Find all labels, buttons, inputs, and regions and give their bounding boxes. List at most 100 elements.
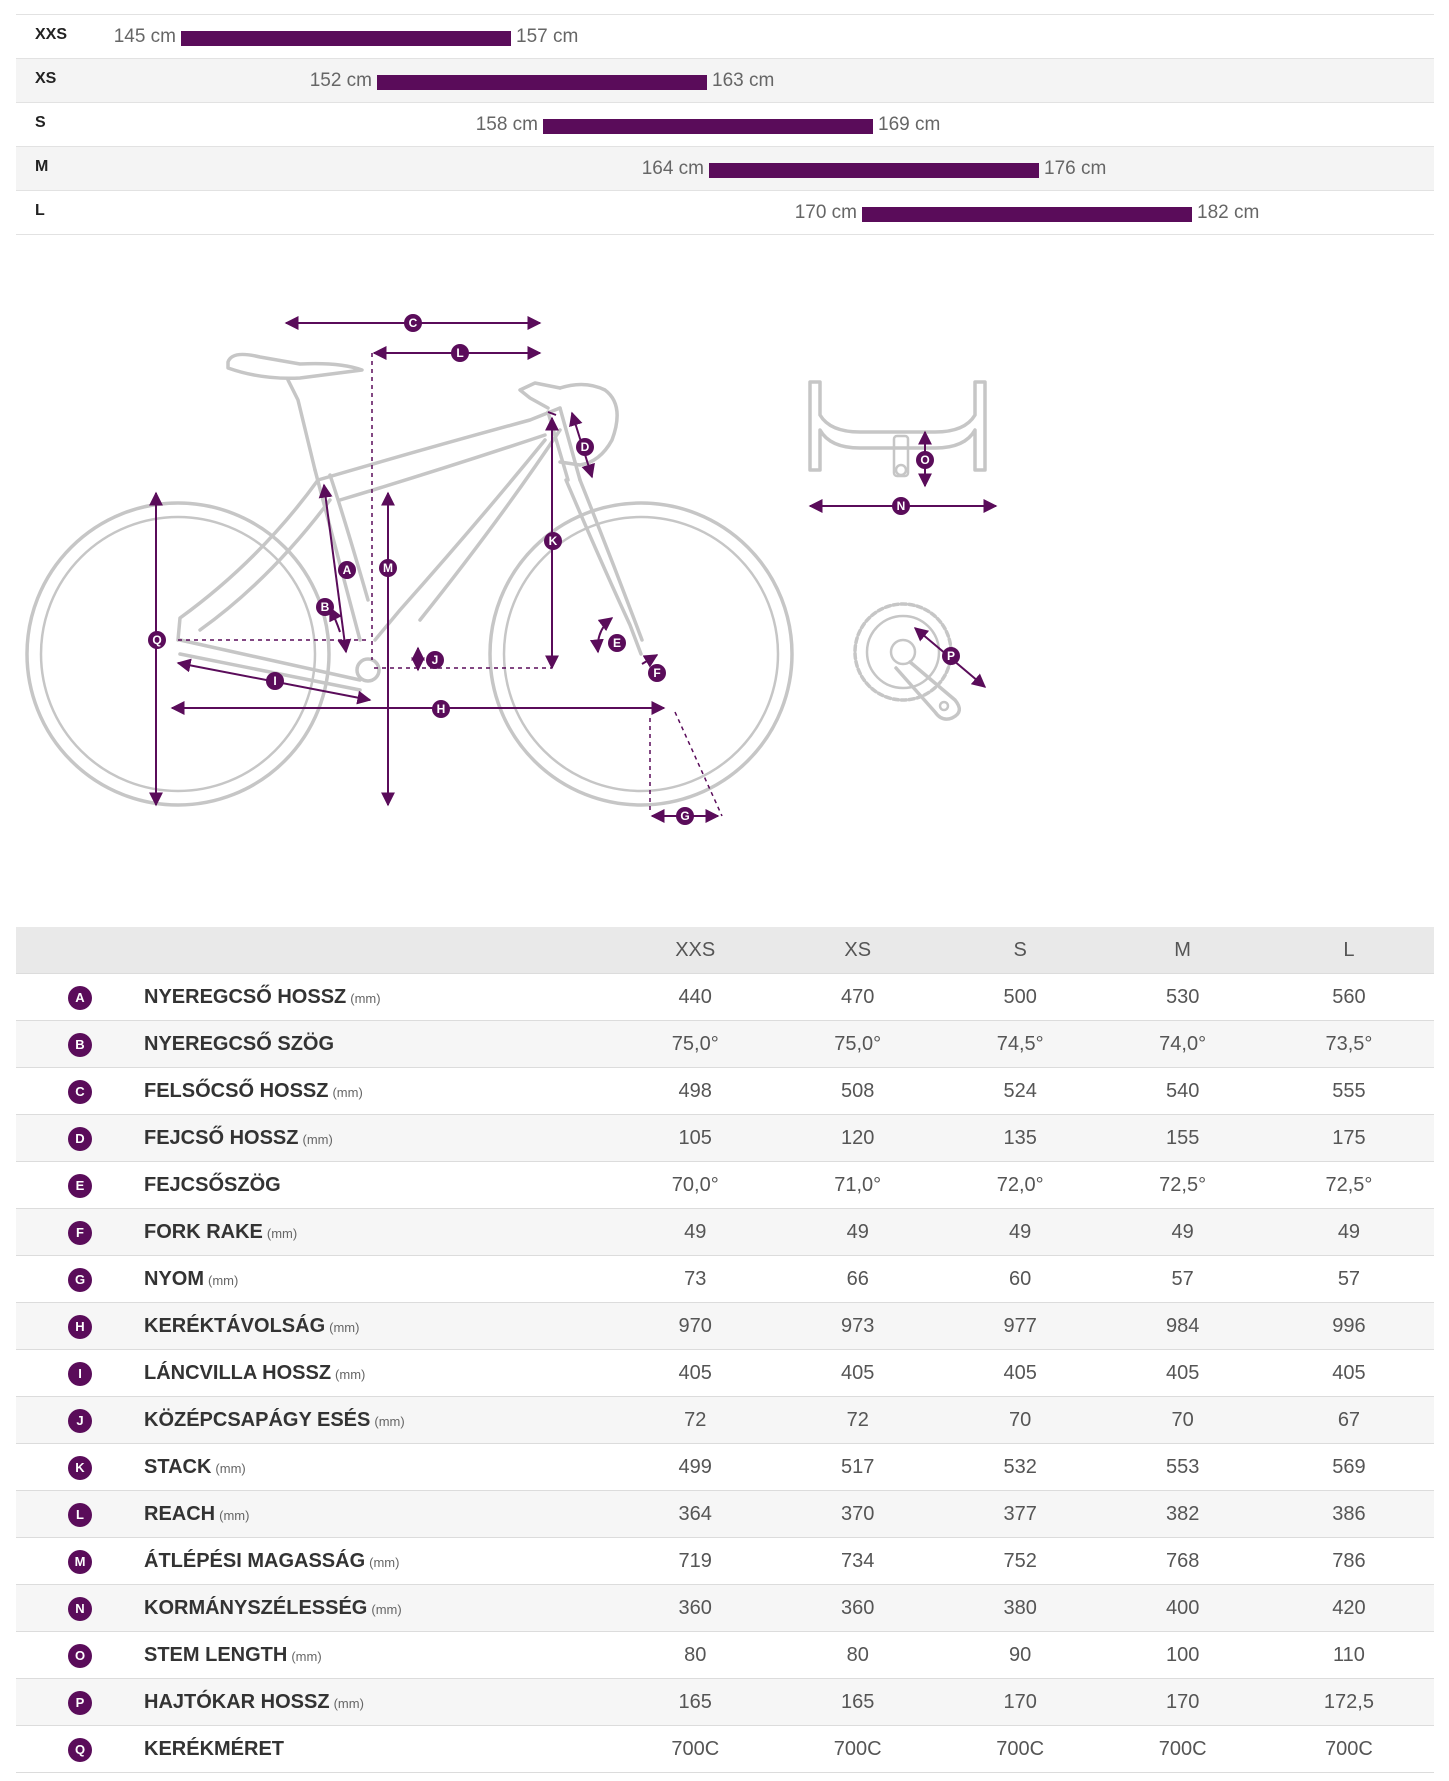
- label-l: L: [451, 344, 469, 362]
- measurement-name: ÁTLÉPÉSI MAGASSÁG: [144, 1549, 366, 1572]
- measurement-value: 786: [1263, 1537, 1434, 1585]
- measurement-name: STEM LENGTH: [144, 1643, 288, 1666]
- label-f: F: [648, 664, 666, 682]
- header-size: XS: [776, 927, 939, 974]
- table-row: N KORMÁNYSZÉLESSÉG (mm) 360 360 380 400 420: [16, 1584, 1434, 1632]
- measurement-value: 530: [1101, 973, 1264, 1021]
- measurement-value: 508: [776, 1067, 939, 1115]
- measurement-badge: A: [68, 985, 92, 1010]
- measurement-value: 405: [938, 1349, 1102, 1397]
- label-b: B: [316, 598, 334, 616]
- measurement-value: 555: [1263, 1067, 1434, 1115]
- measurement-value: 105: [614, 1114, 777, 1162]
- measurement-value: 560: [1263, 973, 1434, 1021]
- measurement-badge: D: [68, 1126, 92, 1151]
- table-row: P HAJTÓKAR HOSSZ (mm) 165 165 170 170 172,5: [16, 1678, 1434, 1726]
- size-label: XS: [35, 70, 57, 87]
- measurement-value: 364: [614, 1490, 777, 1538]
- measurement-value: 500: [938, 973, 1102, 1021]
- measurement-badge: J: [68, 1408, 92, 1433]
- header-size: S: [938, 927, 1102, 974]
- measurement-value: 532: [938, 1443, 1102, 1491]
- measurement-value: 60: [938, 1255, 1102, 1303]
- measurement-name: HAJTÓKAR HOSSZ: [144, 1690, 330, 1713]
- measurement-unit: (mm): [374, 1413, 405, 1429]
- measurement-value: 170: [938, 1678, 1102, 1726]
- measurement-value: 70,0°: [614, 1161, 777, 1209]
- size-label: M: [35, 158, 49, 175]
- measurement-name: KORMÁNYSZÉLESSÉG: [144, 1596, 368, 1619]
- label-p: P: [942, 647, 960, 665]
- size-row-xxs: XXS 145 cm 157 cm: [16, 14, 1434, 58]
- handlebar-icon: [808, 380, 987, 478]
- measurement-name: STACK: [144, 1455, 212, 1478]
- measurement-value: 72,5°: [1263, 1161, 1434, 1209]
- measurement-value: 405: [776, 1349, 939, 1397]
- label-j: J: [426, 651, 444, 669]
- size-max-height: 163 cm: [712, 70, 775, 91]
- label-g: G: [676, 807, 694, 825]
- measurement-value: 175: [1263, 1114, 1434, 1162]
- measurement-value: 73: [614, 1255, 777, 1303]
- measurement-value: 719: [614, 1537, 777, 1585]
- label-e: E: [608, 634, 626, 652]
- measurement-value: 49: [938, 1208, 1102, 1256]
- table-row: M ÁTLÉPÉSI MAGASSÁG (mm) 719 734 752 768 786: [16, 1537, 1434, 1585]
- size-range-bar: [709, 163, 1039, 178]
- measurement-value: 996: [1263, 1302, 1434, 1350]
- svg-text:H: H: [437, 702, 446, 716]
- measurement-name: FELSŐCSŐ HOSSZ: [144, 1079, 329, 1102]
- measurement-value: 380: [938, 1584, 1102, 1632]
- measurement-name: NYEREGCSŐ SZÖG: [144, 1032, 335, 1055]
- measurement-badge: G: [68, 1267, 92, 1292]
- measurement-value: 74,5°: [938, 1020, 1102, 1068]
- svg-text:N: N: [897, 499, 906, 513]
- measurement-value: 90: [938, 1631, 1102, 1679]
- measurement-name: KERÉKMÉRET: [144, 1737, 285, 1760]
- table-row: H KERÉKTÁVOLSÁG (mm) 970 973 977 984 996: [16, 1302, 1434, 1350]
- measurement-value: 700C: [614, 1725, 777, 1773]
- measurement-value: 57: [1263, 1255, 1434, 1303]
- measurement-value: 405: [614, 1349, 777, 1397]
- measurement-value: 382: [1101, 1490, 1264, 1538]
- measurement-name: REACH: [144, 1502, 216, 1525]
- measurement-value: 498: [614, 1067, 777, 1115]
- svg-text:L: L: [456, 346, 463, 360]
- table-row: Q KERÉKMÉRET 700C 700C 700C 700C 700C: [16, 1725, 1434, 1773]
- measurement-value: 57: [1101, 1255, 1264, 1303]
- label-i: I: [266, 672, 284, 690]
- measurement-value: 734: [776, 1537, 939, 1585]
- measurement-badge: F: [68, 1220, 92, 1245]
- measurement-badge: I: [68, 1361, 92, 1386]
- table-row: J KÖZÉPCSAPÁGY ESÉS (mm) 72 72 70 70 67: [16, 1396, 1434, 1444]
- measurement-value: 405: [1263, 1349, 1434, 1397]
- table-row: I LÁNCVILLA HOSSZ (mm) 405 405 405 405 405: [16, 1349, 1434, 1397]
- measurement-value: 49: [776, 1208, 939, 1256]
- measurement-value: 984: [1101, 1302, 1264, 1350]
- table-header-row: XXS XS S M L: [16, 927, 1434, 974]
- table-row: G NYOM (mm) 73 66 60 57 57: [16, 1255, 1434, 1303]
- crankset-icon: [853, 602, 962, 721]
- measurement-badge: P: [68, 1690, 92, 1715]
- measurement-badge: K: [68, 1455, 92, 1480]
- measurement-unit: (mm): [219, 1507, 250, 1523]
- header-size: XXS: [614, 927, 777, 974]
- size-min-height: 145 cm: [113, 26, 176, 47]
- bike-geometry-diagram: C L D A M K B Q J E F I H G O N P: [25, 314, 998, 825]
- measurement-value: 73,5°: [1263, 1020, 1434, 1068]
- measurement-badge: E: [68, 1173, 92, 1198]
- size-row-l: L 170 cm 182 cm: [16, 190, 1434, 235]
- measurement-value: 540: [1101, 1067, 1264, 1115]
- size-range-bar: [181, 31, 511, 46]
- size-min-height: 164 cm: [641, 158, 704, 179]
- header-size: L: [1263, 927, 1434, 974]
- measurement-unit: (mm): [332, 1084, 363, 1100]
- measurement-value: 70: [1101, 1396, 1264, 1444]
- size-min-height: 170 cm: [794, 202, 857, 223]
- measurement-unit: (mm): [333, 1695, 364, 1711]
- table-row: F FORK RAKE (mm) 49 49 49 49 49: [16, 1208, 1434, 1256]
- measurement-value: 553: [1101, 1443, 1264, 1491]
- header-size: M: [1101, 927, 1264, 974]
- size-row-s: S 158 cm 169 cm: [16, 102, 1434, 146]
- svg-text:D: D: [581, 440, 590, 454]
